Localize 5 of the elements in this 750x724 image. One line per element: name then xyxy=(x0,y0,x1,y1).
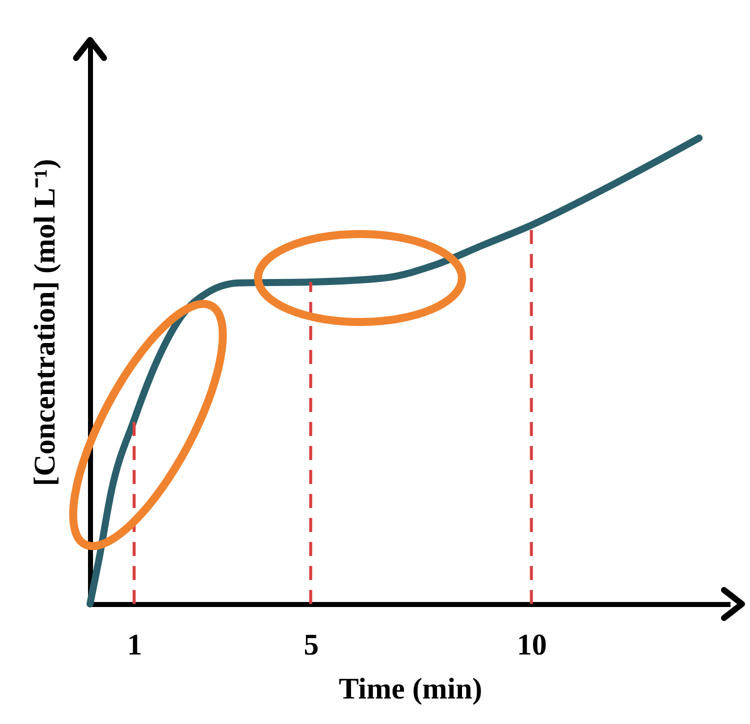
x-tick-label: 1 xyxy=(127,628,142,662)
x-tick-label: 10 xyxy=(516,628,547,662)
y-axis-title: [Concentration] (mol L⁻¹) xyxy=(28,158,62,486)
x-axis-title: Time (min) xyxy=(338,672,482,706)
x-tick-label: 5 xyxy=(304,628,319,662)
